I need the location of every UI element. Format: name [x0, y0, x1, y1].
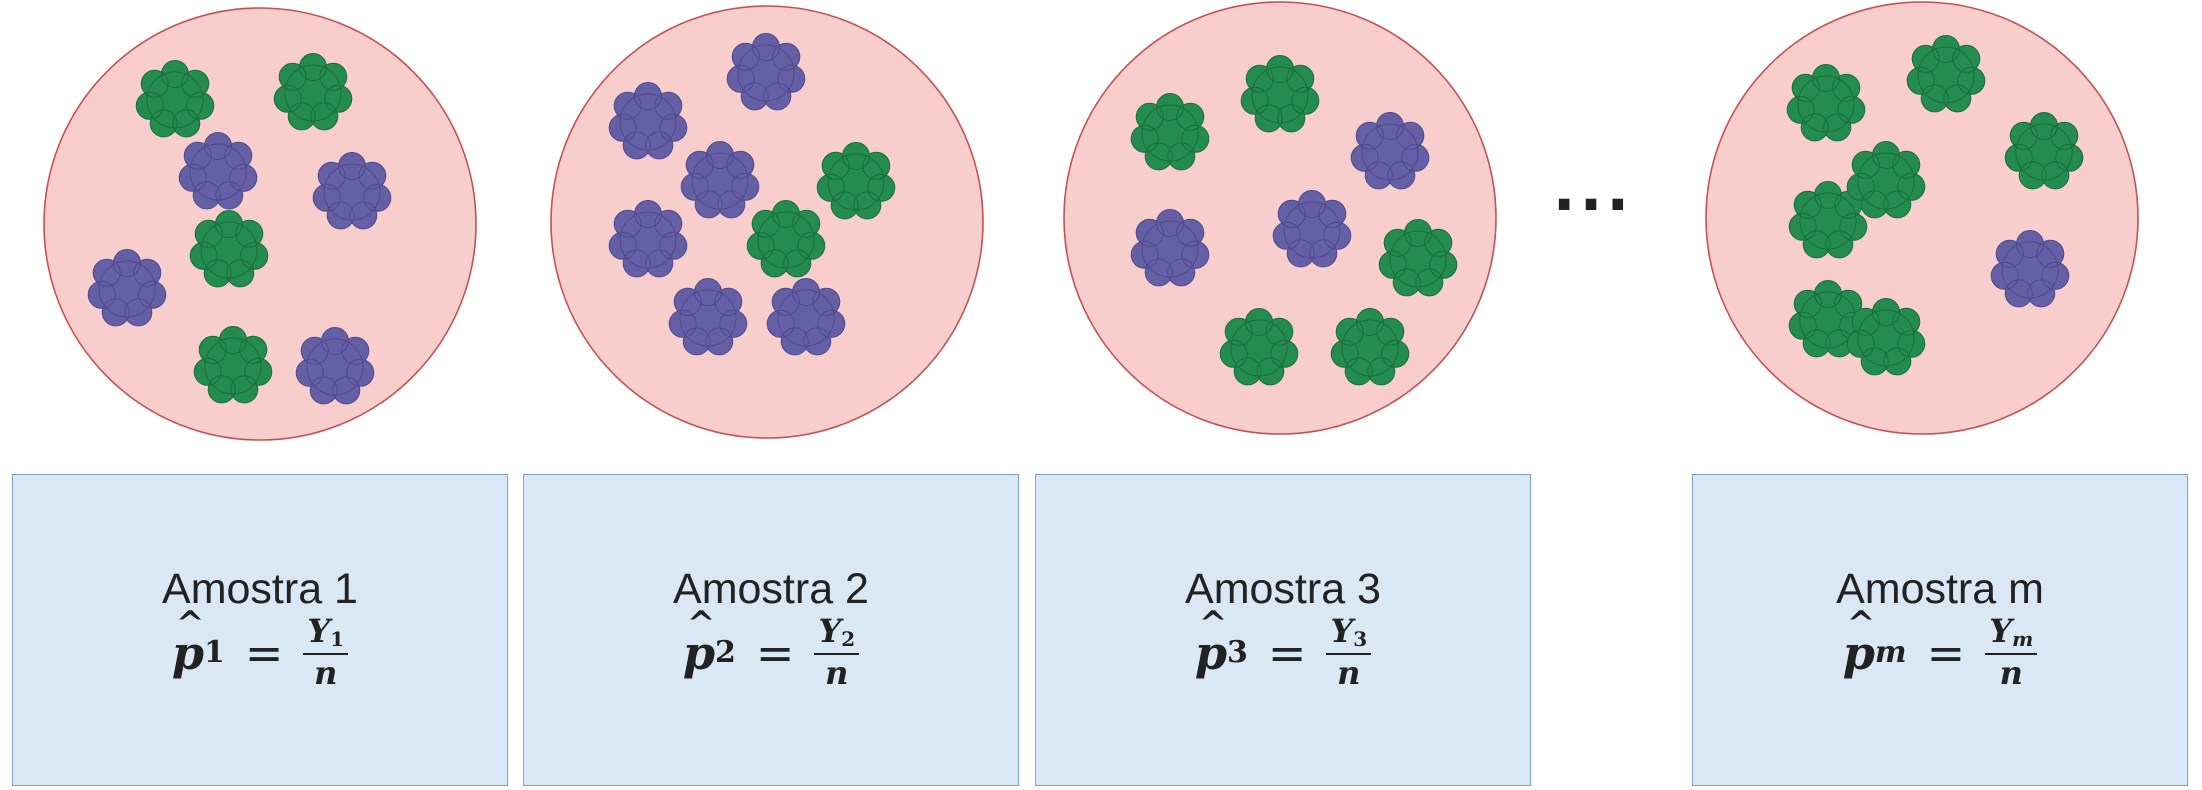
sample-card-3: Amostra 3 ^ p 3 = Y3 n	[1035, 474, 1531, 786]
purple-blob	[726, 33, 806, 111]
green-blob	[1846, 141, 1926, 219]
purple-blob	[1130, 209, 1210, 287]
numerator: Y1	[303, 614, 349, 655]
purple-blob	[608, 200, 688, 278]
denominator: n	[314, 654, 338, 692]
denominator: n	[825, 654, 849, 692]
numerator: Y3	[1326, 614, 1372, 655]
sample-label: Amostra 3	[1185, 565, 1381, 613]
fraction: Y3 n	[1326, 614, 1372, 692]
green-blob	[1240, 55, 1320, 133]
p-hat: ^ p	[171, 603, 205, 680]
fraction: Y2 n	[814, 614, 860, 692]
population-circle-4	[1705, 1, 2139, 435]
p-hat: ^ p	[1842, 603, 1876, 680]
green-blob	[193, 326, 273, 404]
purple-blob	[1350, 112, 1430, 190]
green-blob	[1330, 308, 1410, 386]
denominator: n	[1999, 654, 2023, 692]
sample-card-m: Amostra m ^ p m = Ym n	[1692, 474, 2188, 786]
purple-blob	[312, 152, 392, 230]
p-hat: ^ p	[682, 603, 716, 680]
denominator: n	[1337, 654, 1361, 692]
purple-blob	[87, 249, 167, 327]
proportion-formula: ^ p 3 = Y3 n	[1036, 603, 1530, 692]
green-blob	[1846, 298, 1926, 376]
green-blob	[2004, 112, 2084, 190]
fraction: Y1 n	[303, 614, 349, 692]
purple-blob	[178, 132, 258, 210]
p-subscript: 3	[1226, 635, 1248, 671]
population-circle-3	[1063, 1, 1497, 435]
p-subscript: m	[1874, 635, 1907, 671]
p-hat: ^ p	[1194, 603, 1228, 680]
purple-blob	[608, 82, 688, 160]
sample-label: Amostra 1	[162, 565, 358, 613]
purple-blob	[668, 278, 748, 356]
green-blob	[1219, 308, 1299, 386]
purple-blob	[295, 327, 375, 405]
equals-sign: =	[1267, 625, 1307, 680]
purple-blob	[766, 278, 846, 356]
purple-blob	[680, 141, 760, 219]
population-circle-1	[43, 7, 477, 441]
sample-card-1: Amostra 1 ^ p 1 = Y1 n	[12, 474, 508, 786]
equals-sign: =	[244, 625, 284, 680]
sample-label: Amostra 2	[673, 565, 869, 613]
p-subscript: 1	[203, 635, 225, 671]
purple-blob	[1272, 190, 1352, 268]
green-blob	[189, 210, 269, 288]
proportion-formula: ^ p 2 = Y2 n	[524, 603, 1018, 692]
equals-sign: =	[755, 625, 795, 680]
ellipsis: ···	[1552, 170, 1634, 240]
green-blob	[135, 60, 215, 138]
numerator: Y2	[814, 614, 860, 655]
green-blob	[816, 142, 896, 220]
sample-label: Amostra m	[1836, 565, 2044, 613]
green-blob	[746, 200, 826, 278]
fraction: Ym n	[1985, 614, 2038, 692]
equals-sign: =	[1926, 625, 1966, 680]
sample-card-2: Amostra 2 ^ p 2 = Y2 n	[523, 474, 1019, 786]
green-blob	[273, 53, 353, 131]
green-blob	[1378, 219, 1458, 297]
p-subscript: 2	[714, 635, 736, 671]
green-blob	[1906, 35, 1986, 113]
proportion-formula: ^ p m = Ym n	[1693, 603, 2187, 692]
purple-blob	[1990, 230, 2070, 308]
proportion-formula: ^ p 1 = Y1 n	[13, 603, 507, 692]
green-blob	[1130, 93, 1210, 171]
population-circle-2	[550, 5, 984, 439]
numerator: Ym	[1985, 614, 2038, 655]
green-blob	[1786, 64, 1866, 142]
